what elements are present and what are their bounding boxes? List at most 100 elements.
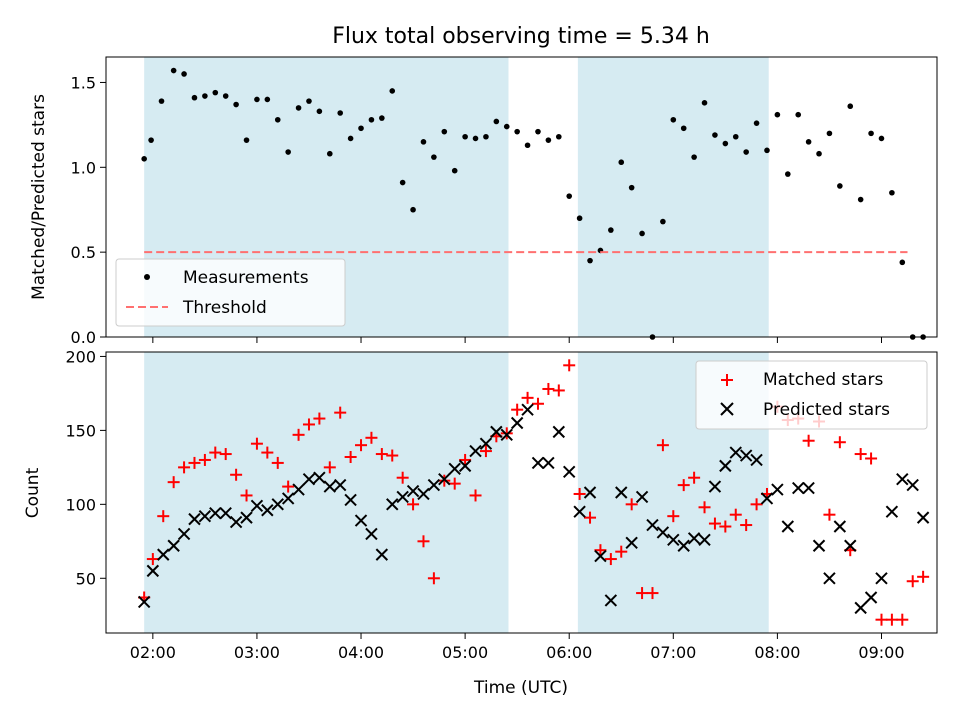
x-tick-label: 08:00 bbox=[754, 643, 800, 662]
measurement-point bbox=[202, 93, 208, 99]
predicted-x-b bbox=[250, 499, 264, 513]
matched-star-point bbox=[448, 477, 461, 490]
bottom-axes: 50 100 150 200 02:00 03:00 04:00 05:00 06:00 07:0… bbox=[65, 347, 938, 662]
measurement-point bbox=[878, 135, 885, 142]
predicted-star-point bbox=[698, 533, 711, 547]
measurement-point bbox=[462, 133, 468, 140]
matched-star-point bbox=[719, 520, 732, 533]
legend-predicted-label: Predicted stars bbox=[763, 400, 890, 420]
legend-measurements-marker bbox=[144, 274, 150, 280]
predicted-x-b bbox=[344, 493, 357, 507]
predicted-star-point bbox=[167, 539, 180, 552]
measurement-point bbox=[285, 149, 291, 155]
predicted-x-b bbox=[521, 403, 534, 416]
x-tick-label: 05:00 bbox=[442, 643, 488, 662]
predicted-star-point bbox=[594, 549, 607, 563]
matched-star-point bbox=[334, 406, 347, 419]
predicted-star-point bbox=[896, 472, 909, 486]
predicted-x-b bbox=[292, 483, 305, 496]
measurement-point bbox=[660, 218, 666, 225]
top-legend: Measurements Threshold bbox=[115, 258, 346, 327]
matched-star-point bbox=[885, 613, 898, 626]
predicted-star-point bbox=[137, 595, 151, 609]
predicted-star-point bbox=[458, 459, 472, 473]
predicted-x-b bbox=[739, 449, 753, 462]
predicted-x-b bbox=[448, 462, 461, 476]
matched-star-point bbox=[219, 448, 232, 461]
measurement-point bbox=[712, 132, 718, 138]
measurement-point bbox=[222, 93, 229, 99]
measurement-point bbox=[764, 147, 770, 154]
predicted-x-b bbox=[635, 490, 649, 504]
measurement-point bbox=[691, 154, 697, 160]
predicted-star-point bbox=[333, 478, 347, 492]
predicted-star-point bbox=[531, 456, 545, 470]
predicted-x-b bbox=[854, 601, 867, 615]
measurement-point bbox=[212, 89, 219, 96]
predicted-star-point bbox=[563, 465, 576, 479]
predicted-star-point bbox=[261, 504, 274, 517]
matched-star-point bbox=[615, 545, 628, 558]
predicted-x-b bbox=[719, 459, 732, 473]
measurement-point bbox=[191, 94, 198, 101]
predicted-star-point bbox=[323, 480, 337, 493]
measurement-point bbox=[555, 133, 562, 140]
predicted-x-b bbox=[916, 511, 930, 524]
predicted-x-b bbox=[167, 539, 180, 552]
predicted-x-b bbox=[906, 478, 919, 492]
top-y-axis-label: Matched/Predicted stars bbox=[29, 94, 49, 300]
bottom-y-axis-label: Count bbox=[23, 467, 43, 518]
predicted-x-b bbox=[271, 498, 284, 511]
predicted-star-point bbox=[386, 498, 399, 511]
measurement-point bbox=[899, 259, 906, 266]
measurement-point bbox=[743, 149, 749, 155]
predicted-star-point bbox=[396, 490, 409, 504]
top-legend-box bbox=[115, 258, 346, 327]
measurement-point bbox=[254, 96, 260, 103]
matched-star-point bbox=[584, 511, 597, 524]
predicted-star-point bbox=[219, 506, 232, 520]
x-axis-label: Time (UTC) bbox=[473, 678, 568, 698]
predicted-x-b bbox=[885, 505, 899, 518]
predicted-star-point bbox=[646, 518, 659, 532]
predicted-x-b bbox=[802, 481, 815, 495]
predicted-star-point bbox=[375, 548, 389, 561]
legend-measurements-label: Measurements bbox=[183, 268, 309, 288]
predicted-x-b bbox=[792, 481, 805, 495]
matched-star-point bbox=[313, 412, 326, 425]
measurement-point bbox=[732, 133, 739, 140]
measurement-point bbox=[535, 128, 541, 135]
measurement-point bbox=[264, 96, 271, 103]
predicted-star-point bbox=[573, 505, 586, 518]
x-tick-label: 02:00 bbox=[130, 643, 176, 662]
measurement-point bbox=[805, 139, 812, 145]
predicted-x-b bbox=[896, 472, 909, 486]
predicted-star-point bbox=[313, 471, 326, 484]
measurement-point bbox=[774, 111, 781, 118]
matched-star-point bbox=[500, 427, 513, 440]
predicted-x-b bbox=[563, 465, 576, 479]
bottom-shaded-intervals bbox=[144, 352, 769, 633]
predicted-star-point bbox=[864, 591, 878, 604]
matched-star-point bbox=[563, 359, 576, 372]
predicted-star-point bbox=[760, 492, 774, 505]
predicted-x-b bbox=[708, 480, 722, 493]
measurement-point bbox=[337, 110, 344, 116]
matched-star-point bbox=[521, 391, 534, 404]
matched-star-point bbox=[802, 434, 815, 447]
matched-star-point bbox=[188, 456, 201, 469]
predicted-star-point bbox=[781, 520, 795, 533]
predicted-star-point bbox=[771, 483, 784, 496]
matched-star-point bbox=[875, 613, 888, 626]
predicted-x-b bbox=[240, 511, 253, 524]
predicted-star-point bbox=[354, 514, 368, 527]
predicted-star-point bbox=[916, 511, 930, 524]
chart-title: Flux total observing time = 5.34 h bbox=[332, 24, 710, 49]
matched-star-point bbox=[271, 456, 284, 469]
predicted-x-b bbox=[313, 471, 326, 484]
predicted-x-b bbox=[146, 564, 160, 578]
predicted-star-point bbox=[188, 512, 201, 526]
predicted-x-b bbox=[198, 509, 212, 523]
matched-star-point bbox=[479, 445, 492, 458]
predicted-star-point bbox=[667, 533, 680, 547]
